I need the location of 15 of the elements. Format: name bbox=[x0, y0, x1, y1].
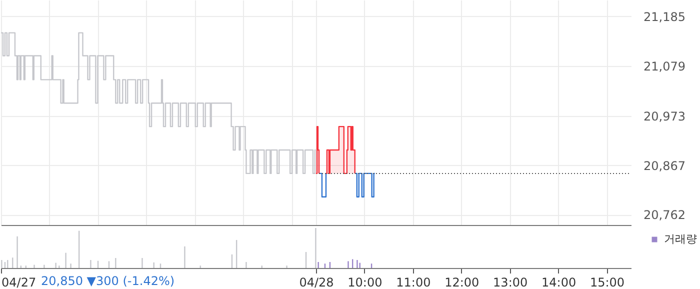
text: 20,850 ▼300 (-1.42%) bbox=[41, 274, 175, 288]
x-tick-label: 14:00 bbox=[542, 276, 576, 289]
y-tick-label: 20,762 bbox=[644, 208, 686, 222]
y-tick-label: 21,079 bbox=[644, 60, 686, 74]
x-tick-label: 10:00 bbox=[348, 276, 382, 289]
x-tick-label: 11:00 bbox=[396, 276, 431, 289]
x-tick-label: 04/28 bbox=[299, 276, 334, 289]
y-tick-label: 20,867 bbox=[644, 158, 686, 173]
legend-label: 거래량 bbox=[664, 232, 697, 246]
y-tick-label: 21,185 bbox=[644, 10, 686, 24]
x-tick-label: 15:00 bbox=[590, 276, 625, 289]
x-tick-label: 13:00 bbox=[493, 276, 528, 289]
y-tick-label: 20,973 bbox=[644, 109, 686, 124]
x-tick-label: 12:00 bbox=[444, 276, 480, 289]
x-tick-label: 04/27 bbox=[2, 276, 36, 289]
